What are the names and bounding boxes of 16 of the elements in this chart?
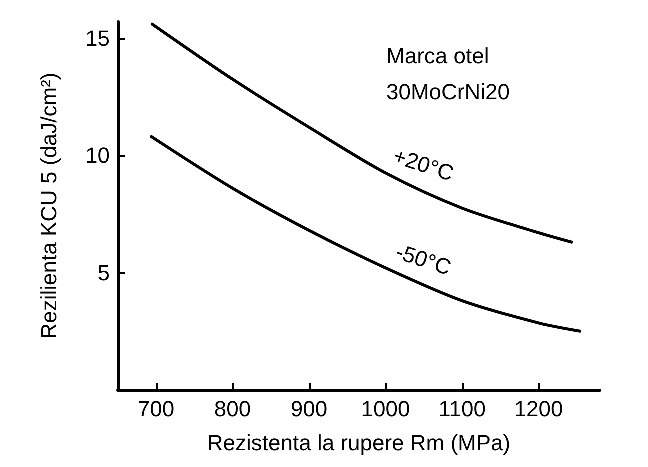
x-tick-label: 1100 (438, 396, 486, 422)
y-tick-label: 5 (98, 260, 110, 286)
x-tick-label: 1200 (514, 396, 564, 422)
annotation: Marca otel 30MoCrNi20 (386, 44, 510, 104)
y-axis-title: Rezilienta KCU 5 (daJ/cm²) (36, 72, 62, 340)
x-tick-label: 700 (138, 396, 175, 422)
x-tick-label: 900 (290, 396, 328, 422)
text: -50°C (392, 239, 455, 280)
x-tick-label: 1000 (361, 396, 410, 422)
x-tick-label: 800 (214, 396, 252, 422)
y-tick-label: 10 (86, 143, 110, 168)
x-axis-title: Rezistenta la rupere Rm (MPa) (207, 430, 511, 456)
text: +20°C (390, 143, 458, 186)
y-tick-label: 15 (86, 26, 110, 51)
line-series (150, 22, 574, 244)
line-series (150, 135, 582, 333)
